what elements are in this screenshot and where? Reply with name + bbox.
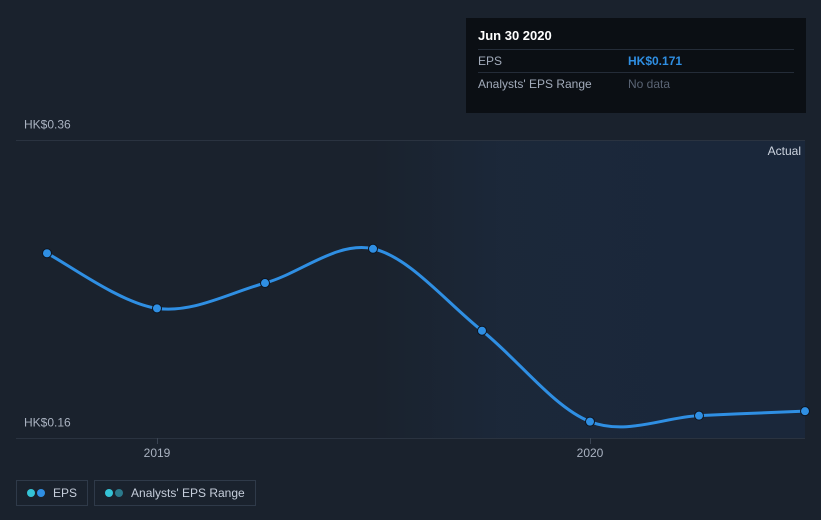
actual-label: Actual (768, 144, 801, 158)
tooltip-row-value: HK$0.171 (628, 54, 682, 68)
legend-swatch-range (105, 489, 123, 497)
dot-icon (115, 489, 123, 497)
tooltip-row-label: EPS (478, 54, 628, 68)
data-point[interactable] (43, 249, 52, 258)
x-tick-label: 2019 (144, 446, 171, 460)
data-point[interactable] (801, 407, 810, 416)
legend-swatch-eps (27, 489, 45, 497)
dot-icon (37, 489, 45, 497)
legend-label: EPS (53, 486, 77, 500)
legend: EPS Analysts' EPS Range (16, 480, 256, 506)
x-tick-mark (157, 438, 158, 444)
data-point[interactable] (261, 279, 270, 288)
chart-tooltip: Jun 30 2020 EPS HK$0.171 Analysts' EPS R… (466, 18, 806, 113)
tooltip-row-value: No data (628, 77, 670, 91)
data-point[interactable] (153, 304, 162, 313)
legend-item-eps[interactable]: EPS (16, 480, 88, 506)
tooltip-row-label: Analysts' EPS Range (478, 77, 628, 91)
x-tick-mark (590, 438, 591, 444)
eps-line (47, 248, 805, 427)
gridline-bottom (16, 438, 805, 439)
tooltip-row-eps: EPS HK$0.171 (478, 49, 794, 72)
plot-area[interactable]: HK$0.36 HK$0.16 (16, 140, 805, 438)
dot-icon (105, 489, 113, 497)
tooltip-row-range: Analysts' EPS Range No data (478, 72, 794, 95)
data-point[interactable] (695, 411, 704, 420)
data-point[interactable] (586, 417, 595, 426)
x-tick-label: 2020 (577, 446, 604, 460)
x-axis: 2019 2020 (16, 440, 805, 460)
line-plot-svg (16, 140, 805, 438)
eps-markers (43, 244, 810, 426)
y-axis-label-top: HK$0.36 (24, 118, 71, 132)
dot-icon (27, 489, 35, 497)
legend-label: Analysts' EPS Range (131, 486, 245, 500)
data-point[interactable] (478, 326, 487, 335)
tooltip-title: Jun 30 2020 (478, 28, 794, 49)
legend-item-range[interactable]: Analysts' EPS Range (94, 480, 256, 506)
data-point[interactable] (369, 244, 378, 253)
